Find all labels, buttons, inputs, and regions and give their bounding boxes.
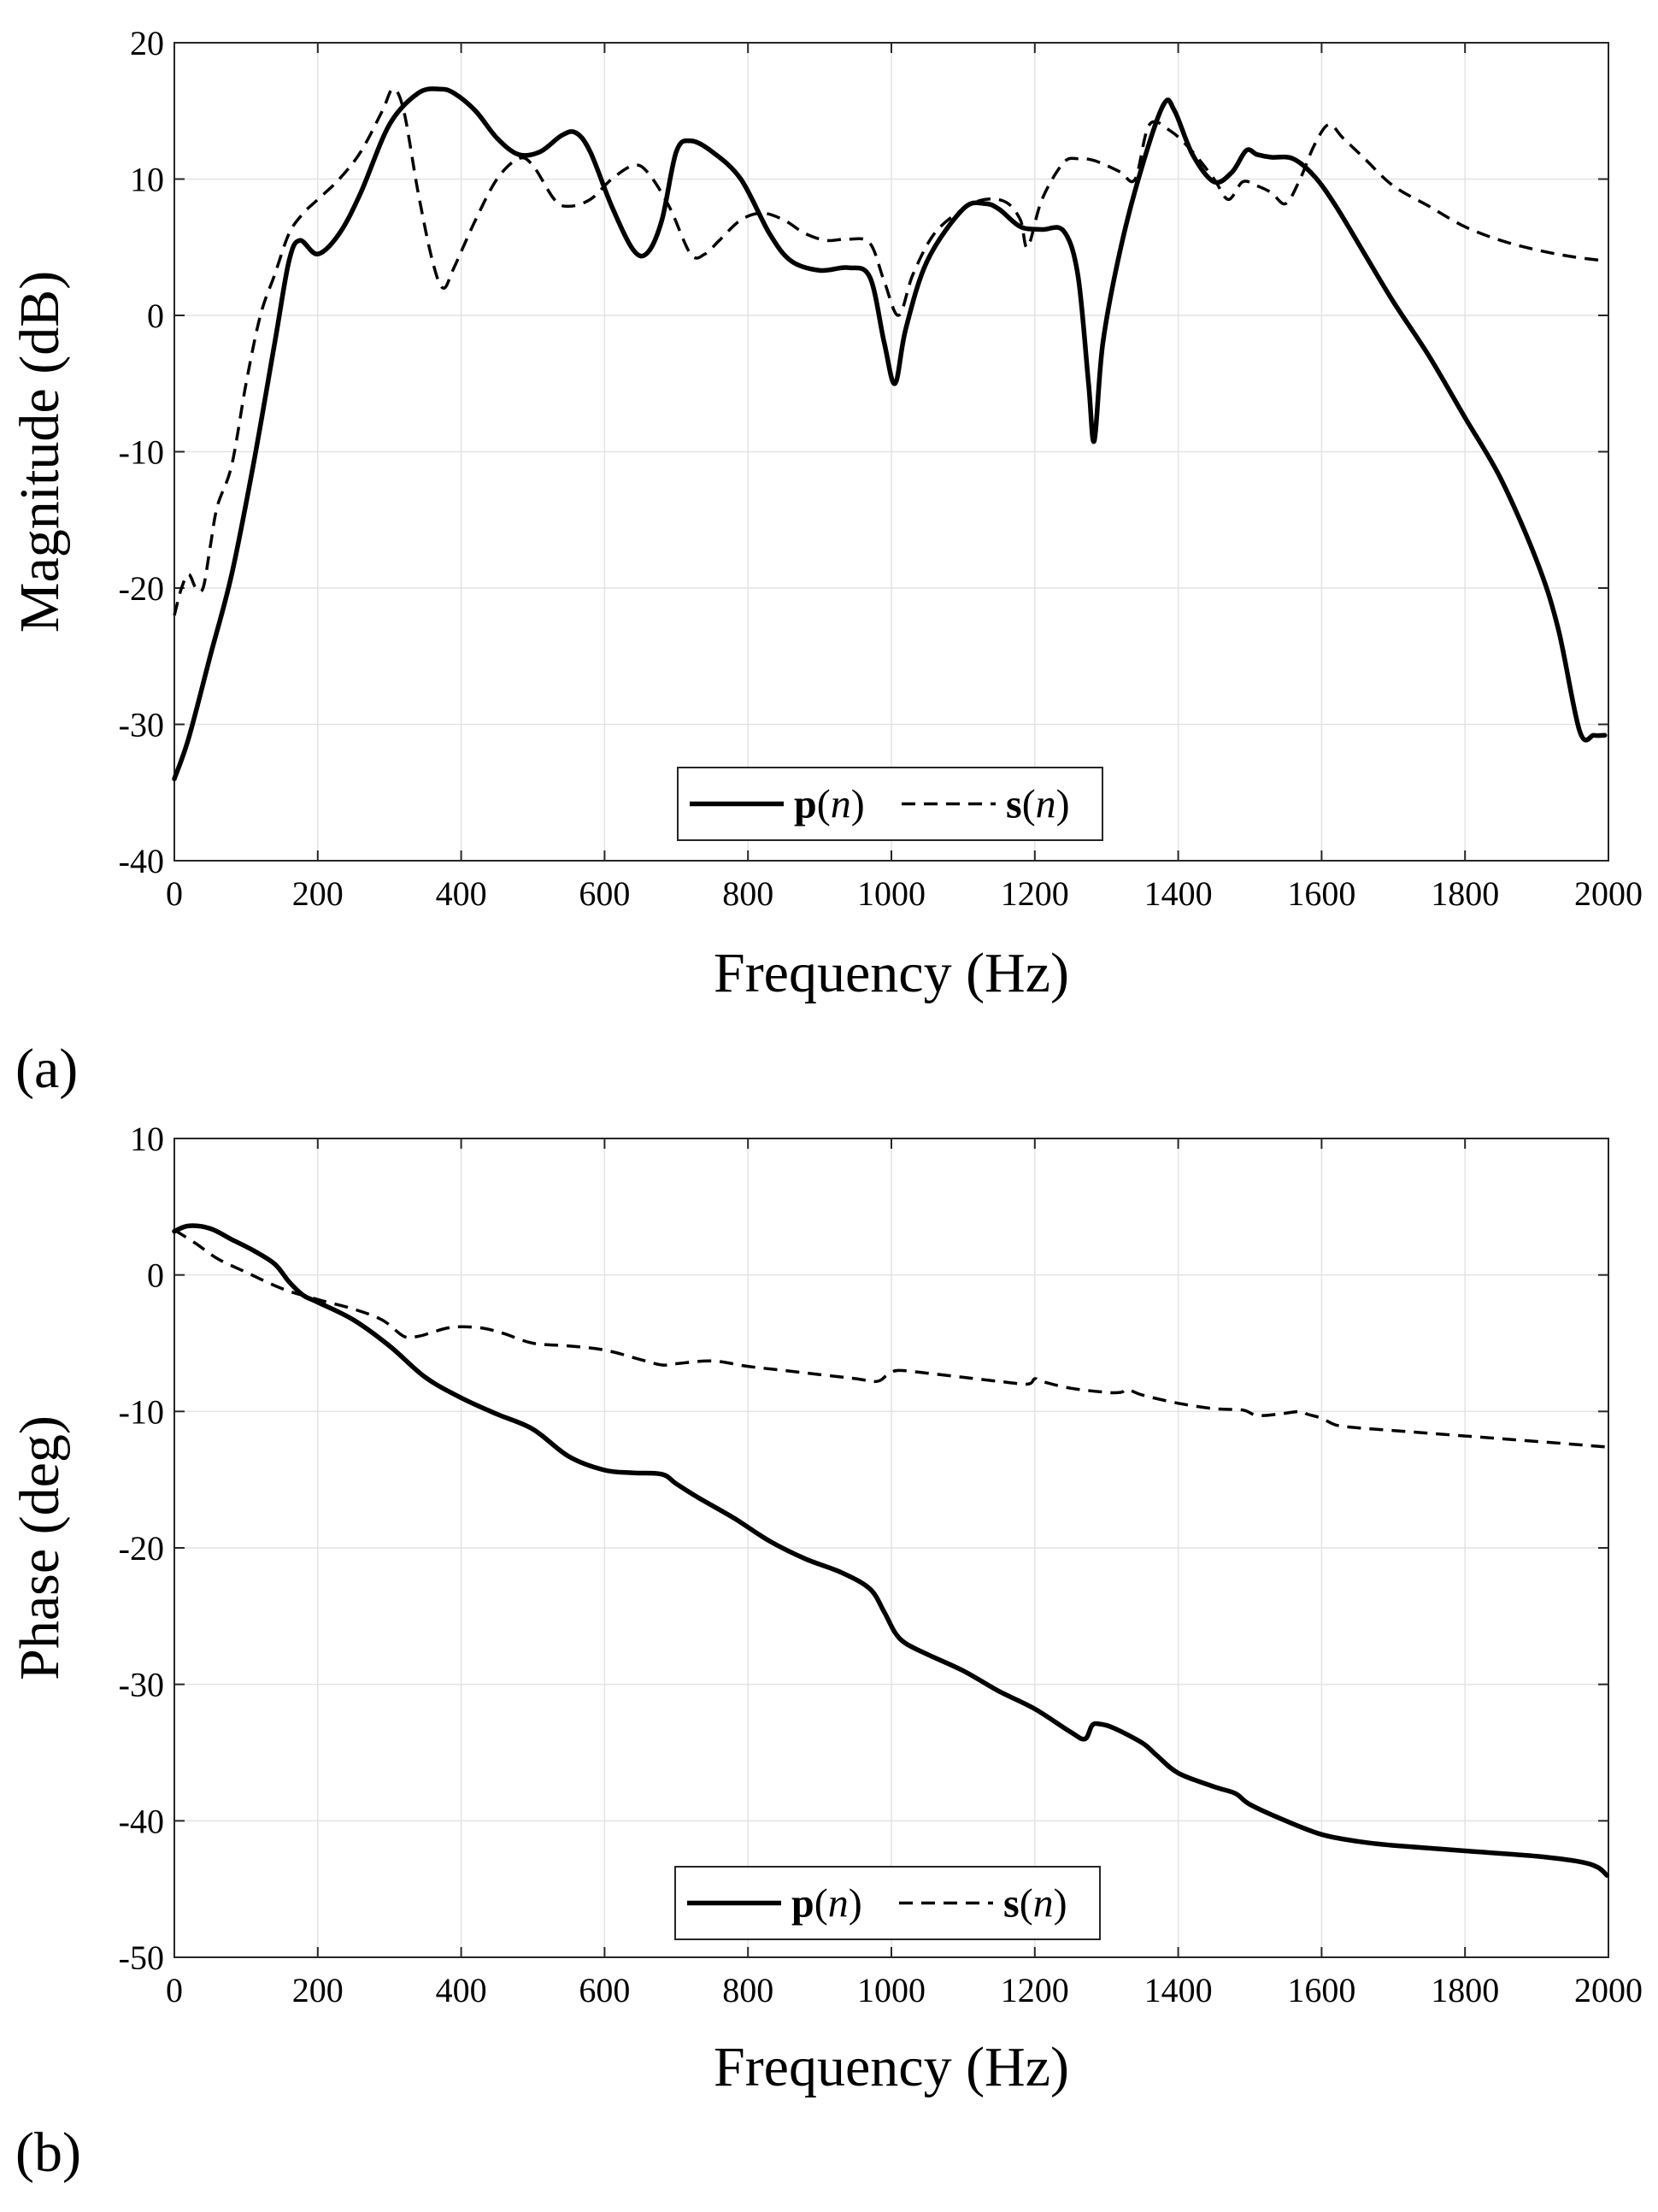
legend-italic-symbol: n [831, 782, 851, 827]
series-line-p [172, 86, 1608, 782]
y-tick-label: -20 [119, 1529, 164, 1568]
x-tick-label: 400 [436, 1971, 487, 2009]
legend-italic-symbol: n [1033, 1881, 1054, 1927]
legend-bold-symbol: p [794, 782, 817, 827]
x-tick-label: 1200 [1001, 1971, 1069, 2009]
y-tick-label: -30 [119, 1666, 164, 1704]
series-line-s [173, 1228, 1605, 1449]
y-tick-label: -40 [119, 1802, 164, 1840]
y-tick-label: 10 [130, 161, 164, 199]
y-tick-label: -20 [119, 569, 164, 608]
y-tick-label: 0 [147, 297, 164, 335]
phase-legend: p(n) s(n) [674, 1866, 1101, 1940]
y-tick-label: 20 [130, 24, 164, 62]
x-tick-label: 1800 [1431, 874, 1499, 913]
x-tick-label: 1400 [1144, 874, 1213, 913]
y-tick-label: 10 [130, 1120, 164, 1158]
magnitude-chart: 0 200 400 600 800 1000 1200 1400 1600 1800 2000 -4… [9, 24, 1643, 1004]
panel-a-label: (a) [15, 1038, 78, 1100]
y-tick-label: -10 [119, 433, 164, 472]
x-tick-label: 800 [722, 874, 773, 913]
x-tick-label: 600 [579, 1971, 630, 2009]
x-tick-label: 400 [436, 874, 487, 913]
phase-chart: 0 200 400 600 800 1000 1200 1400 1600 1800 2000 -5… [9, 1120, 1643, 2098]
x-tick-label: 600 [579, 874, 630, 913]
series-line-s [173, 87, 1606, 616]
panel-b-label: (b) [15, 2121, 81, 2184]
x-tick-label: 1000 [857, 874, 926, 913]
x-tick-label: 1200 [1001, 874, 1069, 913]
magnitude-x-ticks: 0 200 400 600 800 1000 1200 1400 1600 1800 2000 [166, 43, 1643, 913]
legend-italic-symbol: n [828, 1881, 849, 1927]
x-tick-label: 200 [292, 1971, 344, 2009]
legend-italic-symbol: n [1036, 782, 1056, 827]
legend-entry-label: p(n) [791, 1881, 862, 1927]
y-tick-label: -50 [119, 1938, 164, 1977]
series-line-p [172, 1223, 1610, 1878]
legend-entry-label: s(n) [1006, 782, 1070, 827]
phase-x-ticks: 0 200 400 600 800 1000 1200 1400 1600 1800 2000 [166, 1138, 1643, 2009]
legend-bold-symbol: s [1003, 1881, 1020, 1927]
y-tick-label: -10 [119, 1392, 164, 1431]
x-tick-label: 1600 [1287, 874, 1355, 913]
x-tick-label: 0 [166, 1971, 183, 2009]
legend-bold-symbol: p [791, 1881, 814, 1927]
x-tick-label: 1800 [1431, 1971, 1499, 2009]
x-tick-label: 1400 [1144, 1971, 1213, 2009]
magnitude-y-ticks: -40 -30 -20 -10 0 10 20 [119, 24, 1608, 880]
x-tick-label: 1000 [857, 1971, 926, 2009]
legend-entry-label: s(n) [1003, 1881, 1067, 1927]
magnitude-series [172, 86, 1608, 782]
phase-y-ticks: -50 -40 -30 -20 -10 0 10 [119, 1120, 1608, 1977]
y-tick-label: -30 [119, 706, 164, 744]
x-tick-label: 200 [292, 874, 344, 913]
phase-y-axis-label: Phase (deg) [9, 1415, 71, 1680]
magnitude-x-axis-label: Frequency (Hz) [714, 942, 1069, 1004]
y-tick-label: -40 [119, 842, 164, 880]
x-tick-label: 0 [166, 874, 183, 913]
x-tick-label: 2000 [1574, 1971, 1643, 2009]
x-tick-label: 1600 [1287, 1971, 1355, 2009]
phase-series [172, 1223, 1610, 1878]
legend-bold-symbol: s [1006, 782, 1022, 827]
x-tick-label: 800 [722, 1971, 773, 2009]
magnitude-y-axis-label: Magnitude (dB) [9, 271, 71, 632]
x-tick-label: 2000 [1574, 874, 1643, 913]
y-tick-label: 0 [147, 1256, 164, 1295]
magnitude-legend: p(n) s(n) [677, 767, 1103, 841]
phase-x-axis-label: Frequency (Hz) [714, 2036, 1069, 2098]
legend-entry-label: p(n) [794, 782, 865, 827]
